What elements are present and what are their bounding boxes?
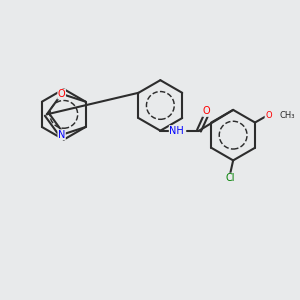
Text: O: O [265, 111, 272, 120]
Text: NH: NH [169, 126, 184, 136]
Text: O: O [58, 89, 65, 99]
Text: Cl: Cl [225, 173, 235, 183]
Text: N: N [58, 130, 65, 140]
Text: CH₃: CH₃ [280, 111, 295, 120]
Text: O: O [202, 106, 210, 116]
